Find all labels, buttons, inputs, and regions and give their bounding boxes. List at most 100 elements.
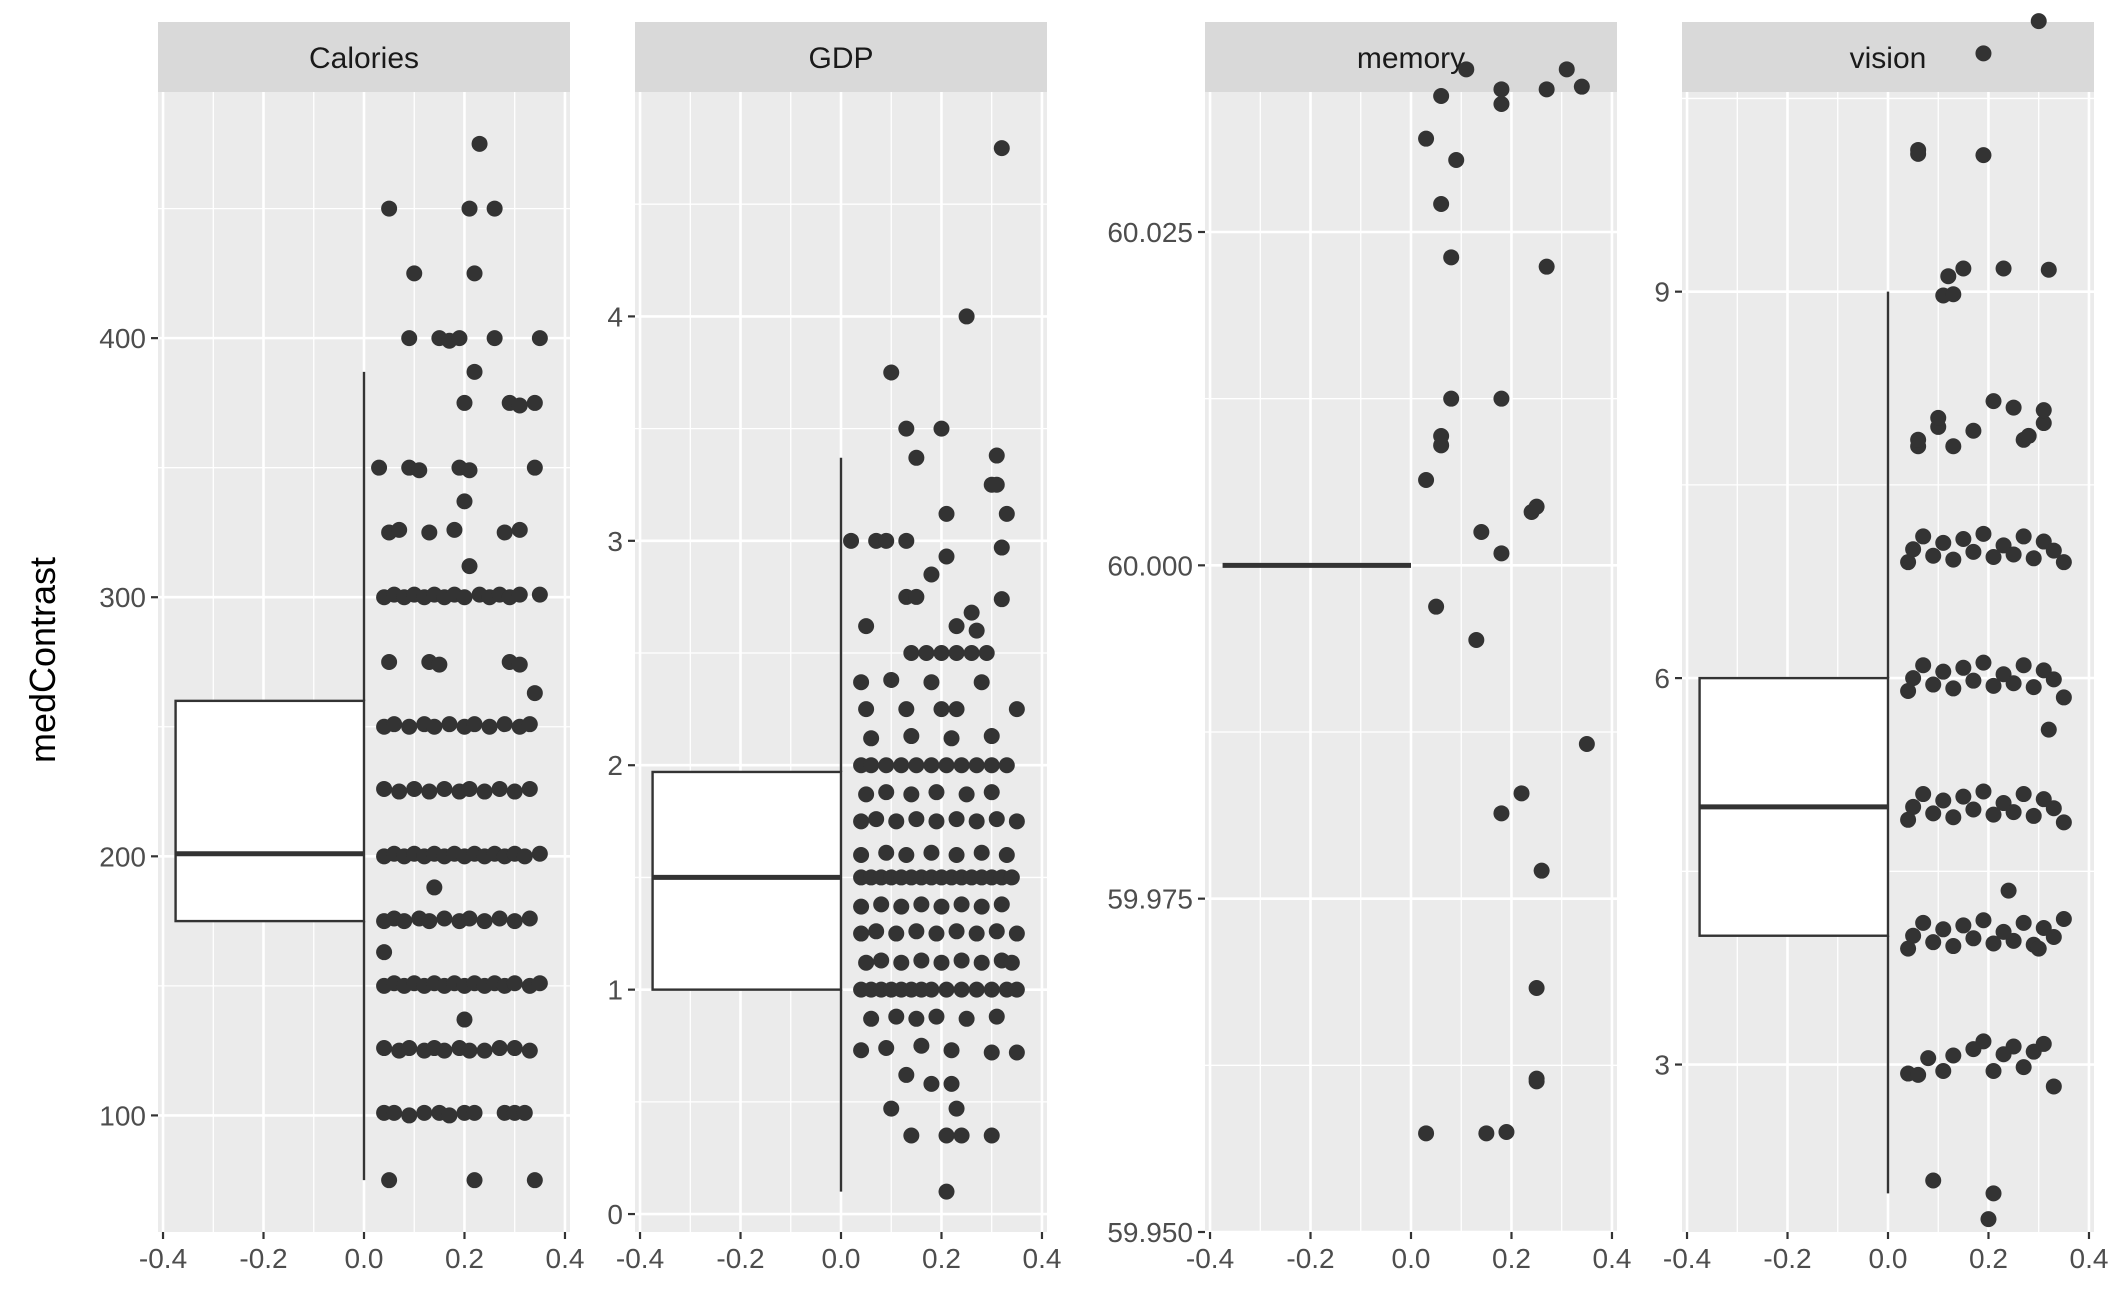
data-point	[1443, 390, 1460, 407]
facet-label-vision: vision	[1850, 42, 1927, 75]
data-point	[1910, 1066, 1927, 1083]
data-point	[1955, 260, 1972, 277]
data-point	[1528, 498, 1545, 515]
data-point	[1955, 530, 1972, 547]
data-point	[1955, 788, 1972, 805]
data-point	[466, 1172, 483, 1189]
data-point	[983, 1127, 1000, 1144]
data-point	[933, 701, 950, 718]
y-tick-label: 59.975	[1107, 884, 1193, 915]
data-point	[466, 716, 483, 733]
data-point	[401, 330, 418, 347]
data-point	[516, 848, 533, 865]
y-tick-label: 4	[607, 301, 623, 332]
data-point	[1995, 260, 2012, 277]
data-point	[958, 786, 975, 803]
x-tick-label: 0.4	[1593, 1243, 1632, 1274]
data-point	[973, 674, 990, 691]
data-point	[908, 757, 925, 774]
y-tick-label: 0	[607, 1199, 623, 1230]
data-point	[1985, 1185, 2002, 1202]
data-point	[878, 532, 895, 549]
data-point	[1975, 912, 1992, 929]
data-point	[893, 954, 910, 971]
data-point	[2005, 546, 2022, 563]
data-point	[1975, 147, 1992, 164]
x-tick-label: 0.0	[1869, 1243, 1908, 1274]
data-point	[2045, 929, 2062, 946]
data-point	[853, 925, 870, 942]
data-point	[853, 846, 870, 863]
x-tick-label: 0.2	[445, 1243, 484, 1274]
data-point	[486, 200, 503, 217]
data-point	[381, 1172, 398, 1189]
data-point	[1985, 806, 2002, 823]
data-point	[2005, 804, 2022, 821]
data-point	[888, 813, 905, 830]
data-point	[1925, 676, 1942, 693]
data-point	[968, 981, 985, 998]
data-point	[938, 548, 955, 565]
data-point	[918, 645, 935, 662]
box-iqr-calories	[174, 699, 366, 923]
data-point	[1985, 935, 2002, 952]
data-point	[1985, 549, 2002, 566]
data-point	[908, 811, 925, 828]
data-point	[506, 1040, 523, 1057]
data-point	[391, 521, 408, 538]
data-point	[1985, 1062, 2002, 1079]
data-point	[416, 1104, 433, 1121]
data-point	[938, 505, 955, 522]
data-point	[938, 757, 955, 774]
data-point	[893, 757, 910, 774]
data-point	[923, 674, 940, 691]
data-point	[411, 462, 428, 479]
facet-strip-calories	[158, 22, 570, 92]
y-tick-label: 100	[99, 1100, 146, 1131]
data-point	[978, 645, 995, 662]
data-point	[401, 1040, 418, 1057]
facet-label-gdp: GDP	[808, 42, 873, 75]
data-point	[376, 944, 393, 961]
data-point	[1965, 801, 1982, 818]
data-point	[953, 896, 970, 913]
data-point	[531, 975, 548, 992]
data-point	[1448, 152, 1465, 168]
data-point	[1573, 78, 1590, 95]
data-point	[1925, 934, 1942, 951]
data-point	[2025, 679, 2042, 696]
data-point	[933, 420, 950, 437]
data-point	[988, 476, 1005, 493]
data-point	[376, 1040, 393, 1057]
x-tick-label: 0.0	[345, 1243, 384, 1274]
data-point	[2035, 415, 2052, 432]
data-point	[903, 728, 920, 745]
data-point	[948, 846, 965, 863]
data-point	[988, 811, 1005, 828]
data-point	[868, 923, 885, 940]
data-point	[526, 1172, 543, 1189]
data-point	[1473, 524, 1490, 540]
data-point	[1940, 268, 1957, 285]
data-point	[883, 1100, 900, 1117]
data-point	[973, 844, 990, 861]
data-point	[983, 981, 1000, 998]
data-point	[1945, 1047, 1962, 1064]
x-tick-label: 0.4	[546, 1243, 585, 1274]
data-point	[1900, 811, 1917, 828]
data-point	[2045, 800, 2062, 817]
y-tick-label: 2	[607, 750, 623, 781]
x-tick-label: 0.4	[2070, 1243, 2109, 1274]
data-point	[1905, 927, 1922, 944]
data-point	[521, 1042, 538, 1059]
data-point	[908, 449, 925, 466]
data-point	[1538, 81, 1555, 98]
data-point	[421, 524, 438, 541]
data-point	[923, 1075, 940, 1092]
facet-label-calories: Calories	[309, 42, 419, 75]
data-point	[2045, 542, 2062, 559]
data-point	[521, 910, 538, 927]
data-point	[883, 364, 900, 381]
data-point	[2055, 554, 2072, 571]
data-point	[461, 910, 478, 927]
